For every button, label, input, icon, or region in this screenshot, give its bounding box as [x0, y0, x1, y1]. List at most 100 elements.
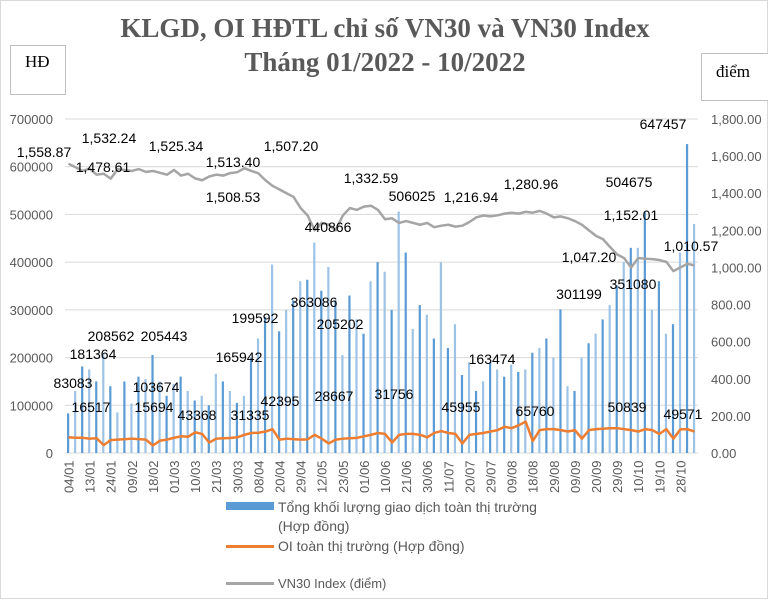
- volume-bar: [489, 362, 492, 453]
- volume-bar: [292, 300, 295, 453]
- data-label: 1,508.53: [206, 189, 261, 205]
- volume-bar: [67, 413, 70, 453]
- volume-bar: [235, 402, 239, 453]
- x-tick-label: 30/06: [420, 460, 435, 493]
- x-tick-label: 20/09: [589, 460, 604, 493]
- left-tick-label: 600000: [10, 160, 53, 175]
- volume-bar: [278, 331, 281, 453]
- data-label: 103674: [133, 379, 180, 395]
- right-tick-label: 800.00: [711, 298, 751, 313]
- data-label: 208562: [88, 328, 135, 344]
- legend-swatch-vn30: [226, 582, 274, 585]
- left-tick-label: 500000: [10, 207, 53, 222]
- data-label: 1,478.61: [76, 159, 131, 175]
- data-label: 28667: [315, 388, 354, 404]
- volume-bar: [376, 262, 379, 453]
- left-axis-unit: HĐ: [10, 45, 66, 95]
- volume-bar: [404, 252, 407, 453]
- x-tick-label: 19/10: [652, 460, 667, 493]
- volume-bar: [531, 352, 534, 453]
- data-label: 351080: [610, 276, 657, 292]
- volume-bar: [636, 247, 639, 453]
- data-label: 1,525.34: [149, 138, 204, 154]
- legend-swatch-volume: [226, 502, 274, 510]
- volume-bar: [474, 390, 478, 453]
- oi-line: [68, 420, 695, 447]
- data-label: 1,507.20: [264, 138, 319, 154]
- right-tick-label: 0.00: [711, 446, 736, 461]
- right-tick-label: 1,400.00: [711, 186, 762, 201]
- data-label: 31335: [231, 407, 270, 423]
- volume-bar: [573, 390, 576, 453]
- volume-bar: [545, 338, 548, 453]
- volume-bar: [327, 266, 330, 453]
- volume-bar: [116, 412, 119, 453]
- legend-label-oi: OI toàn thị trường (Hợp đồng): [278, 538, 465, 554]
- volume-bar: [95, 381, 98, 453]
- volume-bar: [503, 376, 506, 453]
- x-tick-label: 01/03: [167, 460, 182, 493]
- x-tick-label: 13/01: [83, 460, 98, 493]
- volume-bar: [341, 355, 344, 453]
- data-label: 1,152.01: [604, 207, 659, 223]
- left-tick-label: 0: [46, 446, 53, 461]
- left-tick-label: 200000: [10, 351, 53, 366]
- volume-bar: [137, 376, 140, 453]
- x-tick-label: 10/10: [631, 460, 646, 493]
- data-label: 1,532.24: [82, 130, 137, 146]
- data-label: 163474: [469, 351, 516, 367]
- volume-bar: [313, 242, 316, 453]
- volume-bar: [200, 395, 203, 453]
- volume-bar: [242, 395, 246, 453]
- volume-bar: [165, 395, 168, 453]
- x-tick-label: 30/03: [230, 460, 245, 493]
- volume-bar: [102, 353, 105, 453]
- volume-bar: [559, 309, 562, 453]
- volume-bar: [109, 386, 112, 453]
- data-label: 647457: [640, 116, 687, 132]
- volume-bar: [130, 403, 133, 453]
- volume-bar: [397, 211, 400, 453]
- volume-bar: [517, 371, 520, 453]
- right-tick-label: 1,600.00: [711, 149, 762, 164]
- volume-bar: [510, 364, 513, 453]
- x-tick-label: 29/09: [610, 460, 625, 493]
- data-label: 1,010.57: [664, 238, 719, 254]
- data-label: 1,280.96: [504, 176, 559, 192]
- volume-bar: [481, 381, 485, 453]
- volume-bar: [418, 305, 421, 453]
- data-label: 49571: [664, 406, 703, 422]
- data-label: 363086: [291, 294, 338, 310]
- volume-bar: [144, 379, 147, 453]
- x-tick-label: 09/02: [125, 460, 140, 493]
- x-tick-label: 21/03: [209, 460, 224, 493]
- volume-bar: [622, 262, 625, 453]
- x-tick-label: 29/07: [484, 460, 499, 493]
- data-label: 1,332.59: [344, 170, 399, 186]
- volume-bar: [256, 338, 260, 453]
- x-tick-label: 24/01: [104, 460, 119, 493]
- volume-bar: [306, 279, 309, 453]
- volume-bar: [221, 381, 224, 453]
- x-tick-label: 29/04: [294, 460, 309, 493]
- volume-bar: [81, 366, 84, 453]
- volume-bar: [207, 405, 210, 453]
- volume-bar: [123, 381, 126, 453]
- left-tick-label: 300000: [10, 303, 53, 318]
- volume-bar: [439, 262, 442, 453]
- volume-bar: [643, 212, 646, 453]
- volume-bar: [650, 309, 653, 453]
- legend: Tổng khối lượng giao dịch toàn thị trườn…: [226, 498, 568, 591]
- volume-bar: [355, 319, 358, 453]
- volume-bar: [270, 264, 274, 453]
- data-label: 205202: [317, 316, 364, 332]
- right-tick-label: 1,200.00: [711, 223, 762, 238]
- legend-label-volume: Tổng khối lượng giao dịch toàn thị trườn…: [278, 499, 537, 534]
- x-tick-label: 11/07: [441, 461, 456, 493]
- volume-bar: [580, 357, 583, 453]
- volume-bar: [228, 390, 231, 453]
- volume-bar: [88, 369, 91, 453]
- volume-bar: [446, 348, 450, 453]
